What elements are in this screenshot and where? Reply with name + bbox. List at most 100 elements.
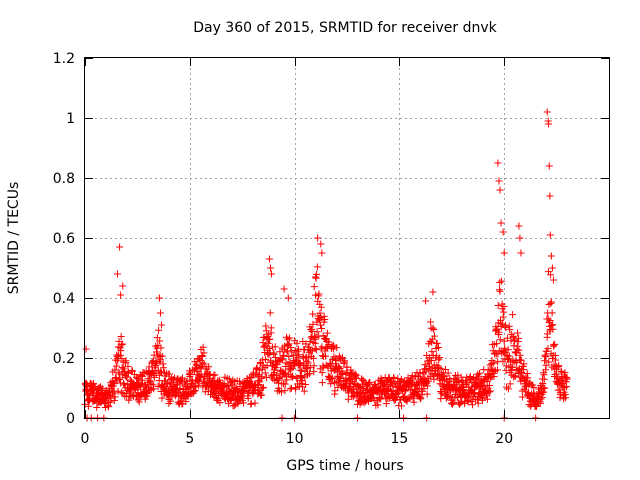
data-point bbox=[491, 349, 499, 357]
data-point bbox=[148, 367, 156, 375]
data-point bbox=[278, 388, 285, 396]
data-point bbox=[155, 353, 163, 361]
data-point bbox=[497, 219, 505, 227]
data-point bbox=[318, 249, 326, 257]
data-point bbox=[459, 376, 467, 384]
data-point bbox=[490, 372, 498, 380]
data-point bbox=[330, 342, 338, 350]
data-point bbox=[138, 373, 146, 381]
data-point bbox=[544, 315, 552, 323]
data-point bbox=[317, 303, 325, 311]
data-point bbox=[267, 324, 275, 332]
data-point bbox=[118, 388, 126, 396]
data-point bbox=[315, 290, 323, 298]
data-point bbox=[505, 352, 513, 360]
data-point bbox=[153, 348, 161, 356]
data-point bbox=[433, 352, 441, 360]
axis-tick-labels: 0 5 10 15 20 0 0.2 0.4 0.6 0.8 1 1.2 bbox=[53, 51, 513, 447]
data-point bbox=[317, 313, 325, 321]
data-point bbox=[318, 379, 326, 387]
data-point bbox=[445, 392, 453, 400]
data-point bbox=[517, 356, 525, 364]
data-point bbox=[257, 375, 265, 383]
data-point bbox=[117, 333, 125, 341]
y-tick-label: 0.8 bbox=[53, 171, 75, 187]
data-point bbox=[456, 399, 464, 407]
data-point bbox=[323, 329, 331, 337]
data-point bbox=[524, 374, 532, 382]
data-point bbox=[501, 344, 509, 352]
data-point bbox=[230, 402, 238, 410]
data-point bbox=[196, 363, 204, 371]
data-point bbox=[266, 309, 274, 317]
data-point bbox=[496, 278, 504, 286]
data-point bbox=[247, 400, 255, 408]
data-point bbox=[352, 370, 360, 378]
data-point bbox=[410, 398, 418, 406]
data-point bbox=[473, 396, 481, 404]
data-point bbox=[438, 390, 446, 398]
data-point bbox=[423, 390, 431, 398]
data-point bbox=[268, 270, 276, 278]
data-point bbox=[318, 369, 326, 377]
data-point bbox=[311, 335, 319, 343]
data-point bbox=[318, 324, 326, 332]
data-point bbox=[328, 374, 336, 382]
data-point bbox=[327, 380, 335, 388]
data-point bbox=[500, 249, 508, 257]
data-point bbox=[455, 378, 463, 386]
data-point bbox=[251, 399, 259, 407]
data-point bbox=[430, 375, 438, 383]
data-point bbox=[118, 355, 126, 363]
data-point bbox=[544, 345, 552, 353]
data-point bbox=[545, 358, 553, 366]
data-point bbox=[120, 381, 128, 389]
y-tick-label: 0 bbox=[66, 411, 75, 427]
data-point bbox=[155, 326, 163, 334]
data-point bbox=[271, 353, 279, 361]
data-point bbox=[416, 395, 424, 403]
data-point bbox=[146, 386, 154, 394]
data-point bbox=[306, 370, 314, 378]
data-point bbox=[117, 347, 125, 355]
data-point bbox=[120, 379, 128, 387]
data-point bbox=[258, 365, 266, 373]
data-point bbox=[124, 362, 132, 370]
data-point bbox=[111, 366, 119, 374]
data-point bbox=[437, 365, 445, 373]
data-point bbox=[285, 340, 293, 348]
data-point bbox=[240, 399, 248, 407]
data-point bbox=[515, 346, 523, 354]
data-point bbox=[434, 363, 442, 371]
data-point bbox=[191, 386, 199, 394]
data-point bbox=[262, 355, 270, 363]
data-point bbox=[562, 394, 570, 402]
data-point bbox=[263, 373, 271, 381]
data-point bbox=[200, 349, 208, 357]
data-point bbox=[301, 354, 309, 362]
data-point bbox=[512, 357, 520, 365]
data-point bbox=[287, 384, 295, 392]
data-point bbox=[182, 398, 190, 406]
data-point bbox=[546, 231, 554, 239]
data-point bbox=[537, 395, 545, 403]
data-point bbox=[495, 286, 503, 294]
data-point bbox=[295, 351, 303, 359]
data-point bbox=[284, 347, 292, 355]
data-point bbox=[302, 381, 310, 389]
data-point bbox=[538, 393, 546, 401]
data-point bbox=[292, 385, 300, 393]
data-point bbox=[541, 357, 549, 365]
data-point bbox=[561, 369, 569, 377]
data-point bbox=[160, 364, 168, 372]
data-point bbox=[539, 380, 547, 388]
data-point bbox=[216, 399, 224, 407]
data-point bbox=[504, 385, 512, 393]
data-point bbox=[320, 312, 328, 320]
data-point bbox=[563, 375, 571, 383]
data-point bbox=[316, 300, 324, 308]
data-point bbox=[275, 375, 283, 383]
data-point bbox=[289, 352, 297, 360]
data-point bbox=[200, 360, 208, 368]
data-point bbox=[504, 346, 512, 354]
